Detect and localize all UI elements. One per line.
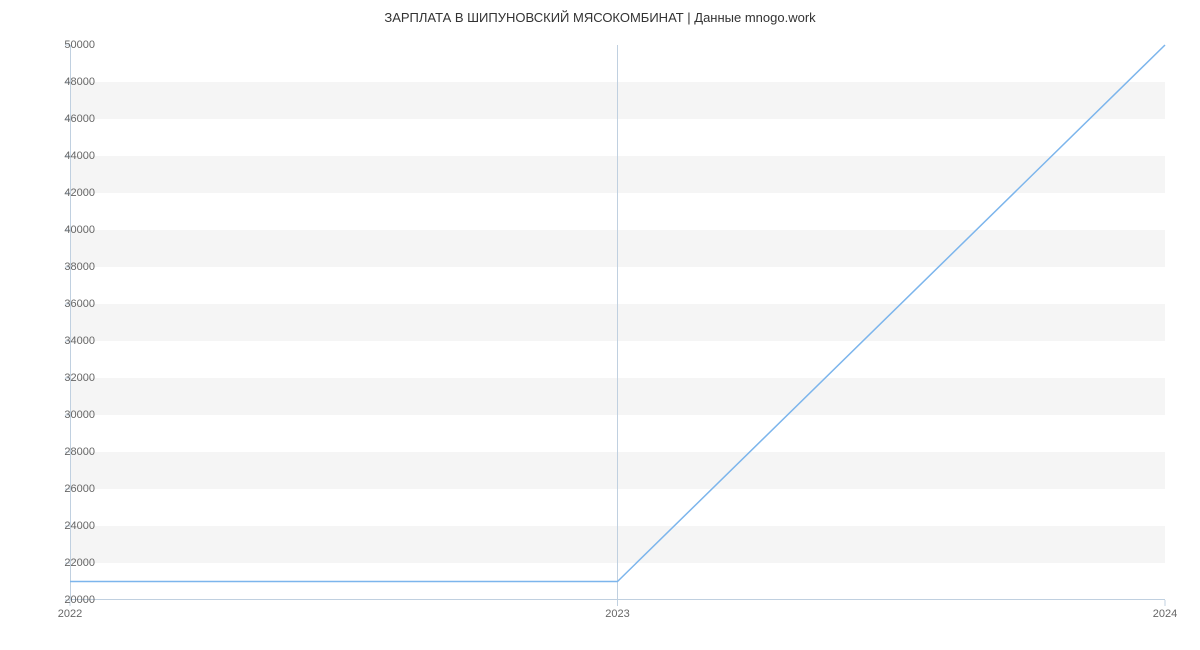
y-tick-label: 48000 — [64, 76, 95, 88]
x-tick-label: 2023 — [605, 608, 629, 620]
y-tick-label: 28000 — [64, 446, 95, 458]
x-tick-label: 2024 — [1153, 608, 1177, 620]
y-tick-label: 34000 — [64, 335, 95, 347]
y-tick-label: 24000 — [64, 520, 95, 532]
y-tick-label: 42000 — [64, 187, 95, 199]
y-tick-label: 26000 — [64, 483, 95, 495]
y-tick-label: 44000 — [64, 150, 95, 162]
chart-plot-area — [70, 45, 1165, 600]
y-tick-label: 50000 — [64, 39, 95, 51]
y-tick-label: 40000 — [64, 224, 95, 236]
y-tick-label: 22000 — [64, 557, 95, 569]
chart-svg — [70, 45, 1165, 600]
chart-title: ЗАРПЛАТА В ШИПУНОВСКИЙ МЯСОКОМБИНАТ | Да… — [0, 0, 1200, 25]
y-tick-label: 46000 — [64, 113, 95, 125]
y-tick-label: 32000 — [64, 372, 95, 384]
y-tick-label: 20000 — [64, 594, 95, 606]
y-tick-label: 30000 — [64, 409, 95, 421]
y-tick-label: 36000 — [64, 298, 95, 310]
y-tick-label: 38000 — [64, 261, 95, 273]
x-tick-label: 2022 — [58, 608, 82, 620]
